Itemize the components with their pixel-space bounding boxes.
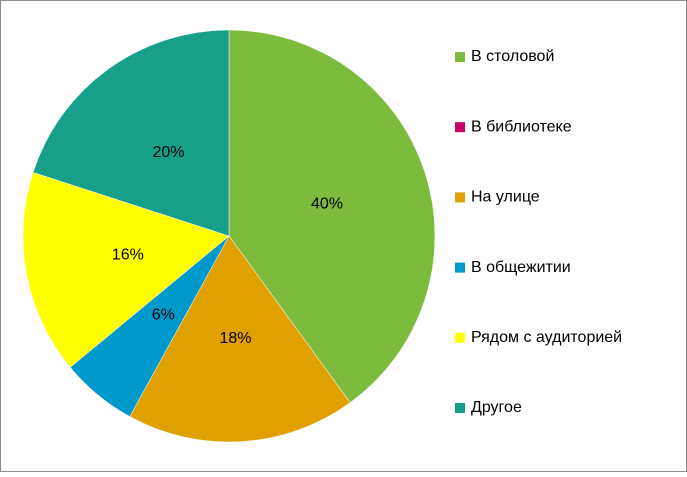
legend-swatch — [455, 403, 465, 413]
pie-slice — [22, 172, 230, 368]
legend-label: Рядом с аудиторией — [471, 329, 622, 346]
legend-swatch — [455, 192, 465, 203]
pie-slice — [32, 29, 230, 237]
data-label: 20% — [152, 144, 184, 161]
legend-label: На улице — [471, 189, 540, 206]
legend-label: В столовой — [471, 48, 554, 65]
legend-label: Другое — [471, 399, 522, 416]
pie-slice — [129, 235, 351, 443]
legend-label: В библиотеке — [471, 118, 572, 135]
legend-label: В общежитии — [471, 259, 571, 276]
data-label: 40% — [311, 195, 343, 212]
legend-swatch — [455, 122, 465, 133]
data-label: 6% — [152, 307, 175, 324]
legend-swatch — [455, 332, 465, 343]
legend-swatch — [455, 52, 465, 62]
pie-slice — [228, 29, 436, 404]
data-label: 16% — [112, 247, 144, 264]
legend-swatch — [455, 262, 465, 273]
data-label: 18% — [219, 330, 251, 347]
